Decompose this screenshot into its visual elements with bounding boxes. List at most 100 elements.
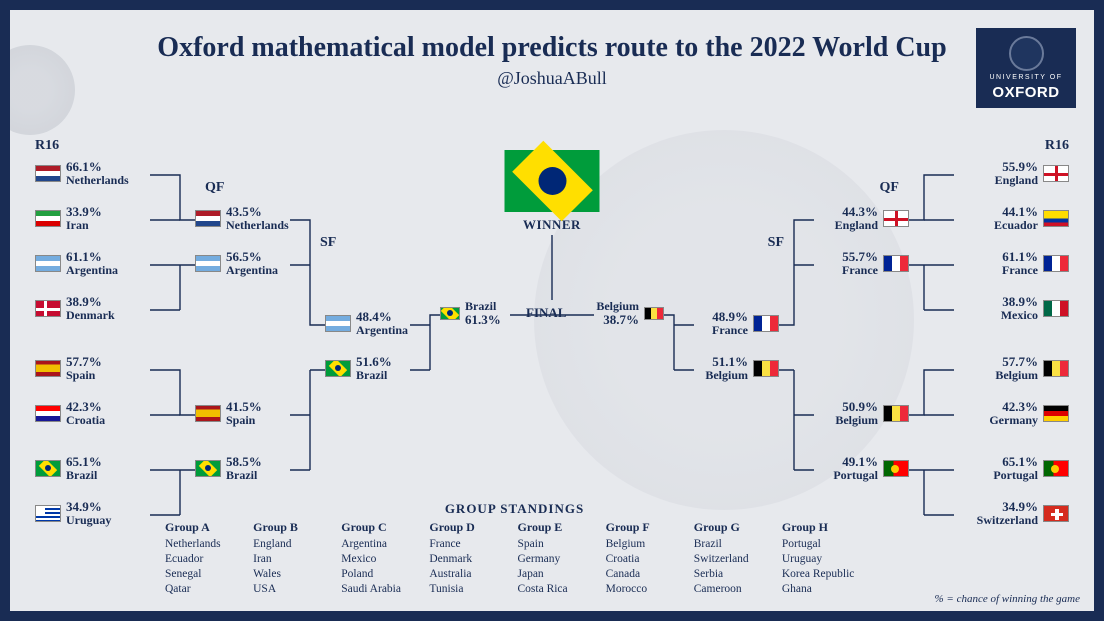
label-qf-left: QF <box>205 180 224 196</box>
team-slot: 41.5%Spain <box>195 400 262 426</box>
page-subtitle: @JoshuaABull <box>10 68 1094 89</box>
group-name: Group B <box>253 520 335 535</box>
flag-icon <box>195 405 221 422</box>
team-slot: 48.9%France <box>712 310 779 336</box>
flag-icon <box>1043 405 1069 422</box>
group-team: Belgium <box>606 537 688 552</box>
group-name: Group E <box>518 520 600 535</box>
group-name: Group A <box>165 520 247 535</box>
label-r16-left: R16 <box>35 138 59 154</box>
group-team: Ghana <box>782 582 864 597</box>
flag-icon <box>883 405 909 422</box>
groups-header: GROUP STANDINGS <box>165 501 864 517</box>
team-slot: 55.9%England <box>995 160 1069 186</box>
team-slot: 51.1%Belgium <box>705 355 779 381</box>
flag-icon <box>753 360 779 377</box>
final-left-name: Brazil <box>465 300 501 313</box>
final-label: FINAL <box>526 305 566 321</box>
group-column: Group BEnglandIranWalesUSA <box>253 520 335 597</box>
winner-block: WINNER <box>505 150 600 233</box>
label-sf-right: SF <box>768 235 784 251</box>
group-column: Group DFranceDenmarkAustraliaTunisia <box>429 520 511 597</box>
team-slot: 38.9%Mexico <box>1001 295 1069 321</box>
group-team: USA <box>253 582 335 597</box>
page-title: Oxford mathematical model predicts route… <box>10 32 1094 64</box>
group-column: Group FBelgiumCroatiaCanadaMorocco <box>606 520 688 597</box>
team-slot: 43.5%Netherlands <box>195 205 289 231</box>
flag-icon <box>35 360 61 377</box>
footnote: % = chance of winning the game <box>934 593 1080 605</box>
label-sf-left: SF <box>320 235 336 251</box>
flag-icon <box>35 300 61 317</box>
group-column: Group ESpainGermanyJapanCosta Rica <box>518 520 600 597</box>
flag-icon <box>35 165 61 182</box>
group-team: Ecuador <box>165 552 247 567</box>
team-slot: 33.9%Iran <box>35 205 102 231</box>
group-team: England <box>253 537 335 552</box>
group-name: Group H <box>782 520 864 535</box>
canvas: Oxford mathematical model predicts route… <box>10 10 1094 611</box>
group-team: Tunisia <box>429 582 511 597</box>
label-qf-right: QF <box>880 180 899 196</box>
team-slot: 66.1%Netherlands <box>35 160 129 186</box>
group-name: Group D <box>429 520 511 535</box>
group-column: Group HPortugalUruguayKorea RepublicGhan… <box>782 520 864 597</box>
team-slot: 50.9%Belgium <box>835 400 909 426</box>
group-team: Poland <box>341 567 423 582</box>
flag-icon <box>883 255 909 272</box>
group-team: Argentina <box>341 537 423 552</box>
team-slot: 42.3%Croatia <box>35 400 105 426</box>
flag-icon <box>883 460 909 477</box>
group-team: Australia <box>429 567 511 582</box>
flag-icon <box>644 307 664 320</box>
final-left: Brazil 61.3% <box>440 300 501 326</box>
team-slot: 42.3%Germany <box>989 400 1069 426</box>
team-slot: 44.3%England <box>835 205 909 231</box>
flag-icon <box>195 460 221 477</box>
flag-icon <box>35 505 61 522</box>
group-team: Iran <box>253 552 335 567</box>
group-team: Saudi Arabia <box>341 582 423 597</box>
group-team: Japan <box>518 567 600 582</box>
group-team: France <box>429 537 511 552</box>
flag-icon <box>440 307 460 320</box>
flag-icon <box>195 255 221 272</box>
final-right-pct: 38.7% <box>596 313 639 327</box>
flag-icon <box>325 315 351 332</box>
final-right-name: Belgium <box>596 300 639 313</box>
group-team: Germany <box>518 552 600 567</box>
team-slot: 61.1%France <box>1002 250 1069 276</box>
flag-icon <box>1043 255 1069 272</box>
team-slot: 57.7%Belgium <box>995 355 1069 381</box>
team-slot: 61.1%Argentina <box>35 250 118 276</box>
team-slot: 65.1%Brazil <box>35 455 102 481</box>
team-slot: 56.5%Argentina <box>195 250 278 276</box>
flag-icon <box>1043 165 1069 182</box>
group-team: Croatia <box>606 552 688 567</box>
team-slot: 44.1%Ecuador <box>994 205 1069 231</box>
group-team: Canada <box>606 567 688 582</box>
group-team: Cameroon <box>694 582 776 597</box>
label-r16-right: R16 <box>1045 138 1069 154</box>
group-team: Serbia <box>694 567 776 582</box>
group-name: Group C <box>341 520 423 535</box>
flag-icon <box>883 210 909 227</box>
flag-icon <box>35 210 61 227</box>
team-slot: 34.9%Switzerland <box>977 500 1069 526</box>
group-column: Group GBrazilSwitzerlandSerbiaCameroon <box>694 520 776 597</box>
group-column: Group ANetherlandsEcuadorSenegalQatar <box>165 520 247 597</box>
group-team: Brazil <box>694 537 776 552</box>
flag-icon <box>1043 460 1069 477</box>
group-team: Qatar <box>165 582 247 597</box>
group-column: Group CArgentinaMexicoPolandSaudi Arabia <box>341 520 423 597</box>
team-slot: 65.1%Portugal <box>993 455 1069 481</box>
team-slot: 48.4%Argentina <box>325 310 408 336</box>
group-team: Uruguay <box>782 552 864 567</box>
team-slot: 55.7%France <box>842 250 909 276</box>
flag-icon <box>1043 210 1069 227</box>
flag-icon <box>325 360 351 377</box>
flag-icon <box>35 460 61 477</box>
team-slot: 34.9%Uruguay <box>35 500 111 526</box>
group-team: Switzerland <box>694 552 776 567</box>
flag-icon <box>35 255 61 272</box>
